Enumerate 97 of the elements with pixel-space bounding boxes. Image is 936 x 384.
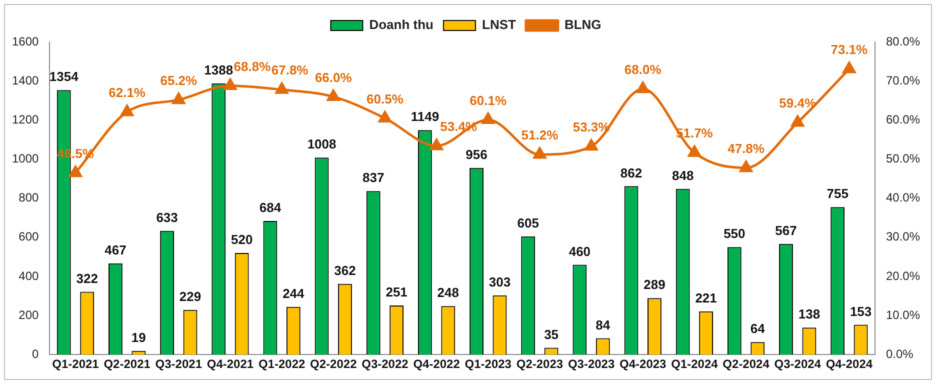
x-tick-label: Q4-2022 [413, 357, 460, 372]
y-tick-label: 800 [18, 190, 40, 205]
data-label: 303 [488, 274, 511, 290]
x-tick-label: Q4-2024 [826, 357, 873, 372]
data-label: 633 [156, 210, 178, 226]
y2-tick-label: 30.0% [886, 230, 920, 244]
data-label: 520 [230, 232, 253, 248]
point [326, 89, 340, 101]
x-tick-label: Q3-2024 [774, 357, 822, 372]
data-label: 84 [596, 317, 611, 332]
data-label: 467 [104, 242, 126, 258]
point [482, 112, 495, 124]
y2-tick-label: 70.0% [886, 73, 920, 88]
y-tick-label: 0 [32, 346, 40, 361]
data-label: 550 [724, 226, 746, 242]
data-label: 460 [568, 244, 591, 259]
data-label: 289 [644, 277, 666, 292]
x-tick-label: Q1-2024 [671, 357, 718, 372]
y-tick-label: 1200 [12, 112, 40, 126]
x-tick-label: Q1-2023 [464, 357, 512, 372]
x-tick-label: Q1-2022 [258, 357, 306, 372]
x-tick-label: Q3-2023 [568, 357, 615, 372]
y-tick-label: 400 [18, 268, 40, 283]
data-label: 684 [259, 200, 282, 216]
x-tick-label: Q4-2023 [620, 357, 667, 372]
data-label: 138 [798, 306, 820, 322]
data-label: 60.1% [470, 92, 507, 108]
data-label: 567 [775, 222, 797, 238]
x-tick-label: Q3-2022 [362, 357, 409, 372]
data-label: 62.1% [108, 85, 146, 100]
y-tick-label: 600 [18, 230, 40, 244]
point [740, 160, 752, 172]
data-label: 956 [466, 146, 488, 162]
point [224, 78, 237, 90]
data-label: 66.0% [314, 70, 352, 85]
data-label: 244 [282, 286, 306, 302]
y2-tick-label: 80.0% [886, 34, 920, 48]
data-label: 19 [131, 330, 146, 345]
point [636, 82, 650, 94]
point [842, 62, 856, 74]
data-label: 322 [76, 270, 98, 286]
data-label: 47.8% [728, 140, 765, 156]
data-label: 221 [695, 290, 717, 306]
point [533, 147, 546, 159]
data-label: 755 [826, 186, 848, 202]
data-label: 362 [334, 262, 356, 278]
data-label: 848 [672, 168, 694, 183]
data-label: 1388 [204, 62, 234, 78]
legend-label: LNST [482, 17, 516, 32]
y2-tick-label: 0.0% [886, 346, 914, 361]
data-label: 862 [620, 165, 642, 180]
data-label: 68.0% [624, 62, 662, 77]
data-label: 67.8% [271, 62, 309, 78]
point [378, 110, 392, 122]
y-tick-label: 1000 [12, 152, 40, 166]
data-label: 60.5% [366, 91, 404, 106]
point [275, 82, 288, 94]
data-label: 229 [179, 288, 202, 304]
data-label: 73.1% [830, 42, 868, 58]
point [120, 104, 134, 116]
x-tick-label: Q2-2023 [516, 357, 564, 372]
y2-tick-label: 10.0% [886, 308, 920, 322]
y-tick-label: 1600 [12, 34, 40, 48]
data-label: 59.4% [779, 96, 816, 111]
y2-tick-label: 50.0% [886, 152, 920, 166]
data-label: 1149 [410, 109, 440, 124]
data-label: 248 [437, 285, 459, 300]
x-tick-label: Q4-2021 [206, 357, 254, 372]
data-label: 35 [544, 326, 559, 342]
data-label: 51.2% [521, 128, 559, 143]
y2-tick-label: 60.0% [886, 112, 920, 126]
legend-label: BLNG [564, 17, 602, 32]
data-label: 1008 [307, 136, 336, 152]
data-label: 837 [362, 170, 384, 186]
x-tick-label: Q2-2022 [310, 357, 358, 372]
y-tick-label: 200 [18, 308, 40, 322]
x-tick-label: Q2-2021 [104, 357, 151, 372]
data-label: 1354 [49, 69, 80, 84]
x-tick-label: Q3-2021 [155, 357, 202, 372]
point [430, 138, 443, 150]
point [584, 139, 598, 151]
y-tick-label: 1400 [12, 73, 40, 88]
y2-tick-label: 20.0% [886, 268, 920, 283]
data-label: 68.8% [234, 58, 272, 74]
point [69, 166, 82, 178]
data-label: 251 [386, 284, 408, 300]
point [791, 115, 804, 127]
data-label: 153 [850, 304, 872, 319]
data-label: 64 [750, 321, 766, 336]
point [688, 145, 701, 157]
y2-tick-label: 40.0% [886, 190, 920, 205]
x-tick-label: Q2-2024 [722, 357, 770, 372]
data-label: 605 [517, 215, 539, 230]
legend-label: Doanh thu [369, 17, 434, 32]
point [172, 92, 186, 104]
data-label: 65.2% [160, 72, 198, 88]
x-tick-label: Q1-2021 [52, 357, 100, 372]
